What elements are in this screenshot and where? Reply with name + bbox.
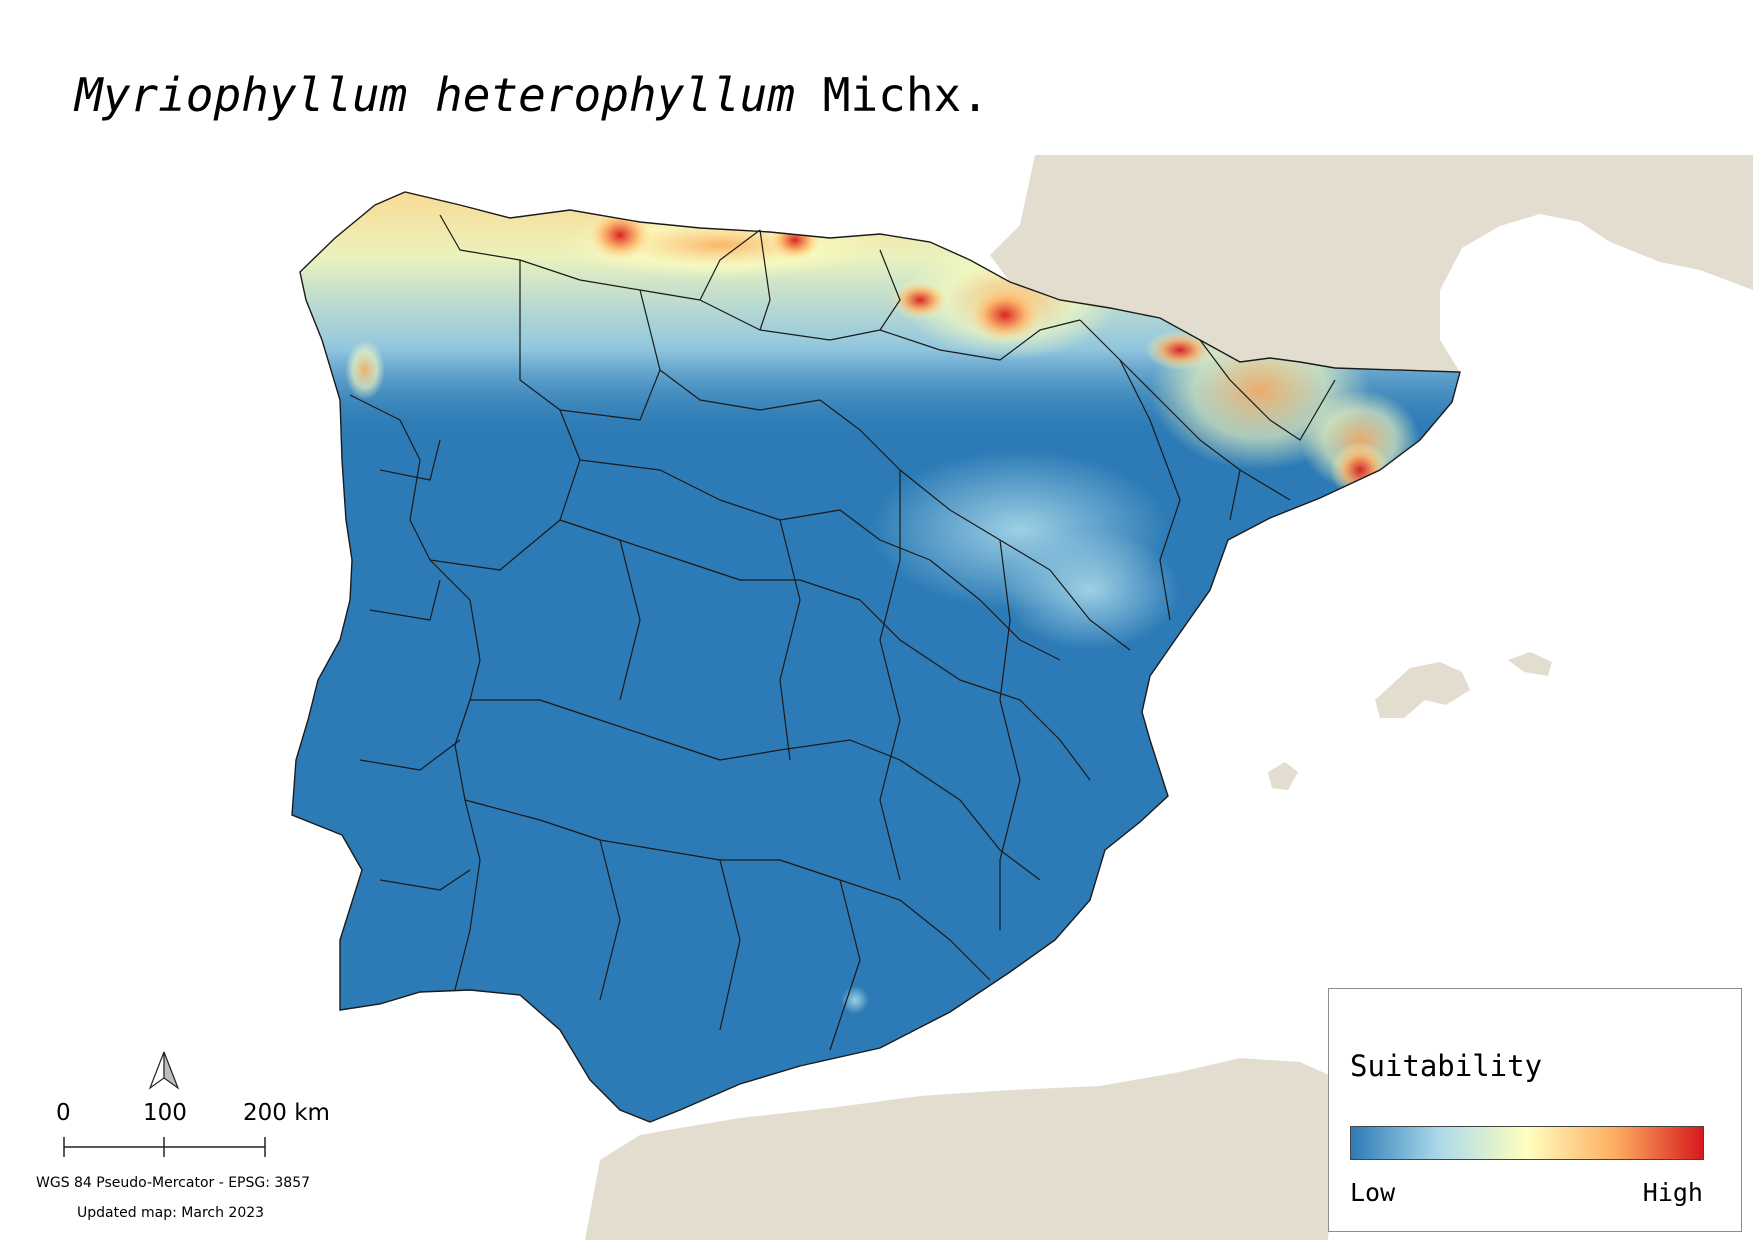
legend-high-label: High [1642, 1178, 1703, 1207]
legend: Suitability Low High [1328, 988, 1742, 1232]
north-arrow-icon [148, 1051, 180, 1090]
legend-color-ramp [1350, 1126, 1704, 1160]
france-land [990, 155, 1753, 372]
species-author: Michx. [822, 68, 989, 122]
crs-text: WGS 84 Pseudo-Mercator - EPSG: 3857 [36, 1175, 311, 1191]
menorca-island [1508, 652, 1552, 676]
scale-label-200: 200 km [243, 1100, 330, 1126]
legend-low-label: Low [1350, 1178, 1396, 1207]
legend-title: Suitability [1350, 1049, 1543, 1083]
updated-text: Updated map: March 2023 [77, 1205, 265, 1221]
portugal-spain-border [349, 394, 481, 991]
surrounding-land [585, 155, 1753, 1240]
scale-label-0: 0 [56, 1100, 71, 1126]
species-name: Myriophyllum heterophyllum [75, 68, 796, 122]
map-title: Myriophyllum heterophyllum Michx. [75, 68, 989, 122]
scale-bar [63, 1137, 266, 1157]
province-borders [349, 214, 1336, 1051]
africa-land [585, 1058, 1340, 1240]
scale-label-100: 100 [143, 1100, 187, 1126]
mallorca-island [1375, 662, 1470, 718]
ibiza-island [1268, 762, 1298, 790]
